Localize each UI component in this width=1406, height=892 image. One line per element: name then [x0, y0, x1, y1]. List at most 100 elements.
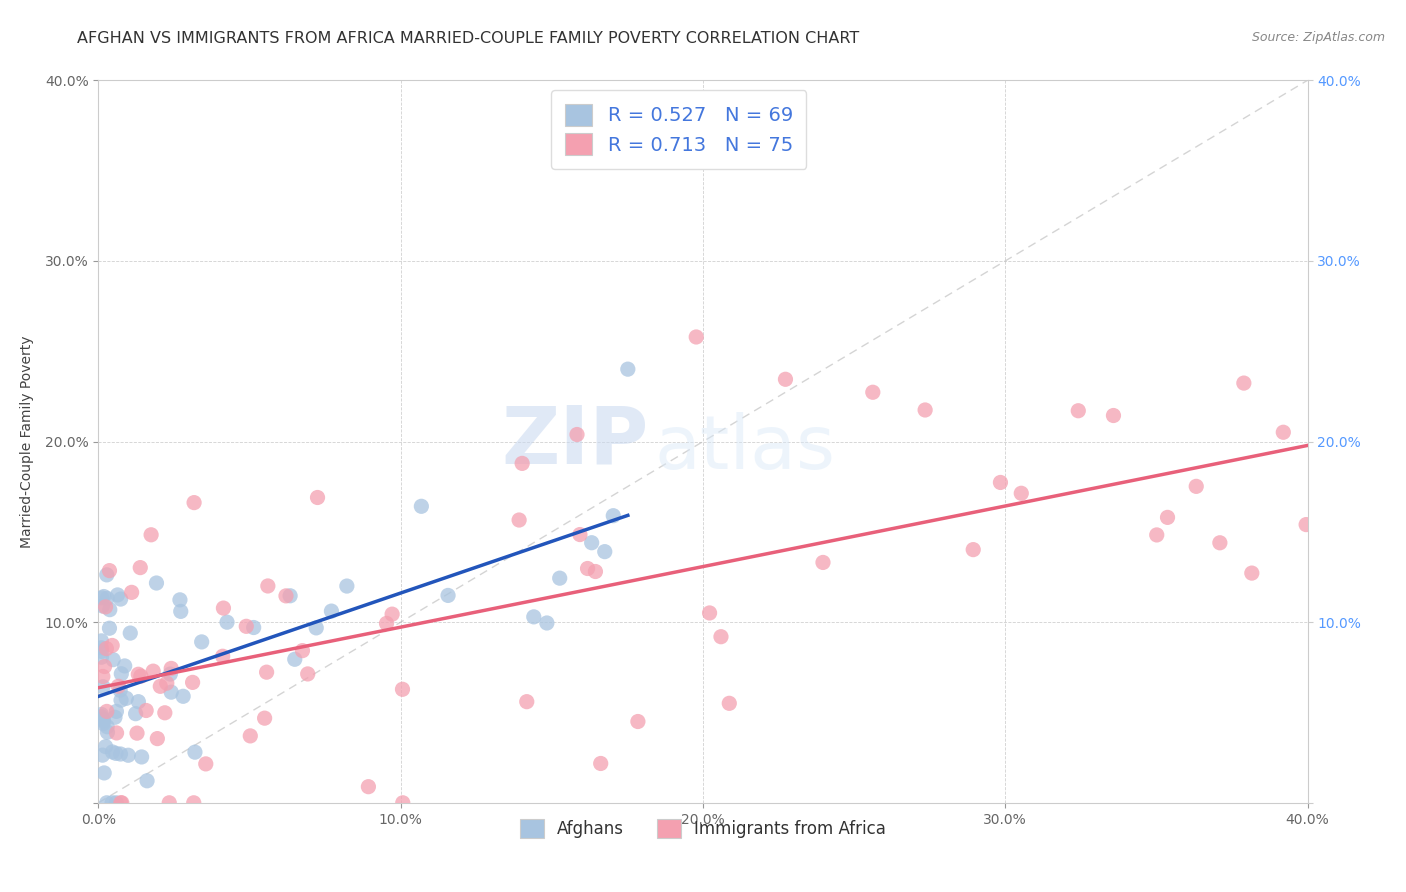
Point — [253, 711, 276, 725]
Point — [142, 664, 165, 678]
Text: AFGHAN VS IMMIGRANTS FROM AFRICA MARRIED-COUPLE FAMILY POVERTY CORRELATION CHART: AFGHAN VS IMMIGRANTS FROM AFRICA MARRIED… — [77, 31, 859, 46]
Point — [523, 610, 546, 624]
Point — [90, 640, 112, 655]
Point — [583, 565, 606, 579]
Point — [172, 690, 194, 704]
Point — [962, 542, 984, 557]
Point — [90, 644, 112, 658]
Point — [710, 630, 733, 644]
Point — [685, 330, 707, 344]
Point — [307, 491, 329, 505]
Point — [862, 385, 884, 400]
Point — [321, 604, 343, 618]
Point — [90, 650, 112, 665]
Point — [194, 756, 217, 771]
Point — [235, 619, 257, 633]
Point — [127, 667, 149, 681]
Point — [115, 691, 138, 706]
Point — [94, 599, 117, 614]
Point — [284, 652, 307, 666]
Point — [105, 796, 128, 810]
Point — [117, 748, 139, 763]
Point — [212, 601, 235, 615]
Point — [990, 475, 1012, 490]
Point — [602, 508, 624, 523]
Point — [699, 606, 721, 620]
Point — [139, 528, 162, 542]
Point — [581, 535, 603, 549]
Point — [256, 665, 278, 680]
Point — [375, 616, 398, 631]
Point — [211, 649, 233, 664]
Point — [96, 720, 118, 734]
Point — [96, 591, 118, 606]
Point — [96, 641, 118, 656]
Text: Source: ZipAtlas.com: Source: ZipAtlas.com — [1251, 31, 1385, 45]
Point — [107, 588, 129, 602]
Point — [305, 621, 328, 635]
Point — [157, 796, 180, 810]
Point — [508, 513, 530, 527]
Point — [124, 706, 146, 721]
Point — [568, 527, 591, 541]
Point — [146, 731, 169, 746]
Point — [536, 615, 558, 630]
Point — [775, 372, 797, 386]
Legend: Afghans, Immigrants from Africa: Afghans, Immigrants from Africa — [513, 813, 893, 845]
Point — [110, 747, 132, 761]
Point — [145, 576, 167, 591]
Point — [811, 556, 834, 570]
Point — [1272, 425, 1295, 440]
Point — [291, 643, 314, 657]
Point — [111, 796, 134, 810]
Point — [1209, 536, 1232, 550]
Point — [101, 653, 124, 667]
Point — [110, 592, 132, 607]
Point — [391, 682, 413, 697]
Point — [718, 696, 741, 710]
Point — [297, 667, 319, 681]
Point — [1156, 510, 1178, 524]
Point — [91, 748, 114, 763]
Point — [90, 707, 112, 722]
Point — [96, 705, 118, 719]
Point — [114, 659, 136, 673]
Point — [93, 712, 115, 726]
Point — [91, 599, 114, 613]
Point — [94, 739, 117, 754]
Point — [96, 567, 118, 582]
Point — [589, 756, 612, 771]
Point — [159, 667, 181, 681]
Point — [101, 796, 124, 810]
Text: atlas: atlas — [655, 412, 835, 485]
Point — [127, 695, 149, 709]
Point — [91, 680, 114, 694]
Point — [96, 725, 118, 739]
Point — [239, 729, 262, 743]
Point — [576, 561, 599, 575]
Point — [336, 579, 359, 593]
Point — [135, 704, 157, 718]
Point — [121, 585, 143, 599]
Point — [98, 564, 121, 578]
Point — [104, 747, 127, 761]
Point — [110, 693, 132, 707]
Point — [510, 456, 533, 470]
Point — [565, 427, 588, 442]
Point — [548, 571, 571, 585]
Point — [1240, 566, 1263, 580]
Point — [257, 579, 280, 593]
Point — [90, 709, 112, 723]
Point — [101, 745, 124, 759]
Point — [1010, 486, 1032, 500]
Point — [153, 706, 176, 720]
Point — [91, 669, 114, 683]
Point — [129, 669, 152, 683]
Point — [105, 726, 128, 740]
Point — [110, 796, 132, 810]
Point — [627, 714, 650, 729]
Point — [593, 544, 616, 558]
Point — [183, 495, 205, 509]
Point — [381, 607, 404, 622]
Point — [274, 589, 297, 603]
